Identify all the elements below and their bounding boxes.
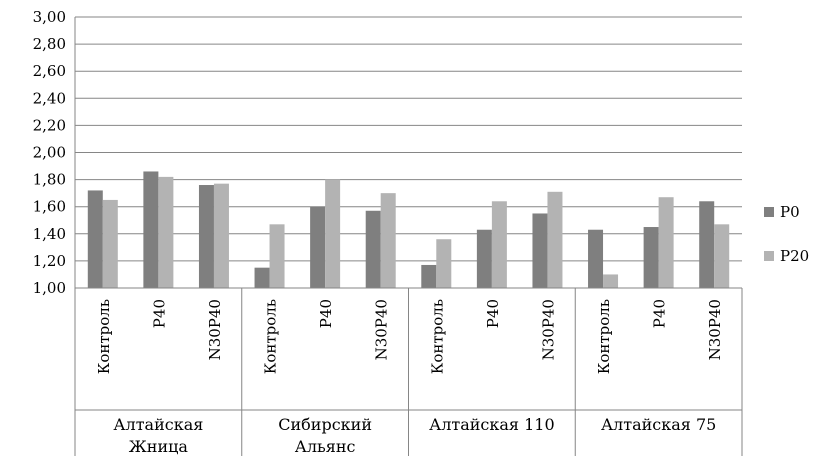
y-tick-label: 3,00 [33,8,66,26]
x-tick-label: N30P40 [373,299,391,360]
bar-P0 [198,185,214,288]
group-label: Жница [129,437,189,456]
bar-P20 [603,274,619,288]
y-tick-label: 1,40 [33,225,66,243]
bar-P20 [491,201,507,288]
bar-P0 [588,229,604,288]
x-tick-label: P40 [150,299,168,328]
bar-P0 [643,227,659,288]
legend-swatch-P20 [764,251,774,261]
x-tick-label: Контроль [95,299,113,374]
x-tick-label: Контроль [262,299,280,374]
x-tick-label: P40 [651,299,669,328]
x-tick-label: P40 [317,299,335,328]
y-tick-label: 2,00 [33,144,66,162]
bar-P20 [380,193,396,288]
group-label: Алтайская 110 [429,415,555,434]
group-label: Альянс [295,437,356,456]
y-tick-label: 1,60 [33,198,66,216]
x-tick-label: N30P40 [206,299,224,360]
y-tick-label: 1,00 [33,279,66,297]
x-axis-groups: Алтайская Жница Сибирский Альянс Алтайская 1… [113,415,716,456]
legend-label-P20: P20 [780,247,809,265]
bar-P0 [143,171,159,288]
bar-P20 [158,176,174,288]
bar-P20 [658,197,674,288]
bar-P0 [87,190,103,288]
bars [87,171,730,288]
x-tick-label: Контроль [595,299,613,374]
bar-P20 [436,239,452,288]
y-tick-label: 1,20 [33,252,66,270]
bar-P0 [254,267,270,288]
x-tick-label: N30P40 [539,299,557,360]
y-tick-label: 2,60 [33,62,66,80]
y-tick-label: 2,20 [33,116,66,134]
y-tick-label: 2,80 [33,35,66,53]
bar-P20 [325,179,341,288]
gridlines [75,16,742,262]
bar-P20 [269,224,285,288]
bar-P20 [213,183,229,288]
bar-P0 [365,210,381,288]
x-tick-label: Контроль [428,299,446,374]
group-label: Алтайская 75 [601,415,716,434]
x-axis-ticks: Контроль P40 N30P40 Контроль P40 N30P40 Контро… [95,299,724,374]
y-axis-ticks: 1,00 1,20 1,40 1,60 1,80 2,00 2,20 2,40 2,60 2,80… [33,8,66,297]
y-tick-label: 2,40 [33,89,66,107]
bar-P20 [102,199,118,288]
x-tick-label: N30P40 [706,299,724,360]
bar-P0 [532,213,548,288]
bar-P0 [421,264,437,288]
x-tick-label: P40 [484,299,502,328]
bar-P20 [714,224,730,288]
legend-swatch-P0 [764,207,774,217]
bar-P20 [547,191,563,288]
axes [74,17,743,456]
legend: P0 P20 [764,203,809,265]
bar-P0 [476,229,492,288]
y-tick-label: 1,80 [33,171,66,189]
legend-label-P0: P0 [780,203,800,221]
group-label: Сибирский [278,415,372,434]
group-label: Алтайская [113,415,203,434]
bar-P0 [699,201,715,288]
bar-P0 [310,206,326,288]
